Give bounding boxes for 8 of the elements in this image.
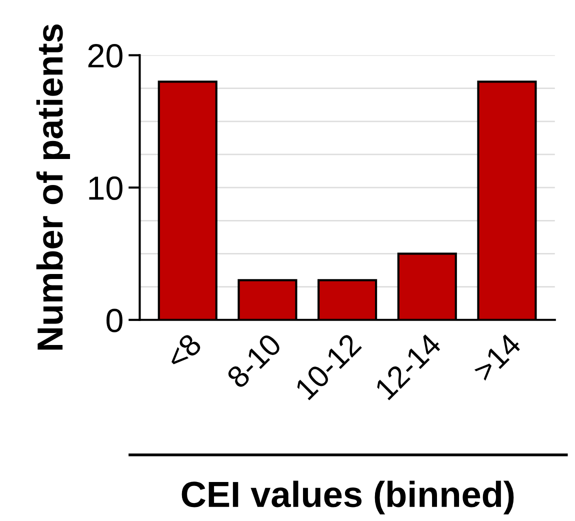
x-tick-label: 8-10 — [226, 332, 282, 390]
y-tick-label: 10 — [89, 176, 122, 200]
y-axis-title: Number of patients — [36, 24, 70, 350]
y-tick-label: 0 — [106, 308, 122, 332]
x-axis-title: CEI values (binned) — [182, 480, 514, 514]
x-tick-label: <8 — [164, 332, 203, 370]
y-tick-label: 20 — [88, 44, 122, 68]
x-tick-label: >14 — [472, 332, 522, 382]
